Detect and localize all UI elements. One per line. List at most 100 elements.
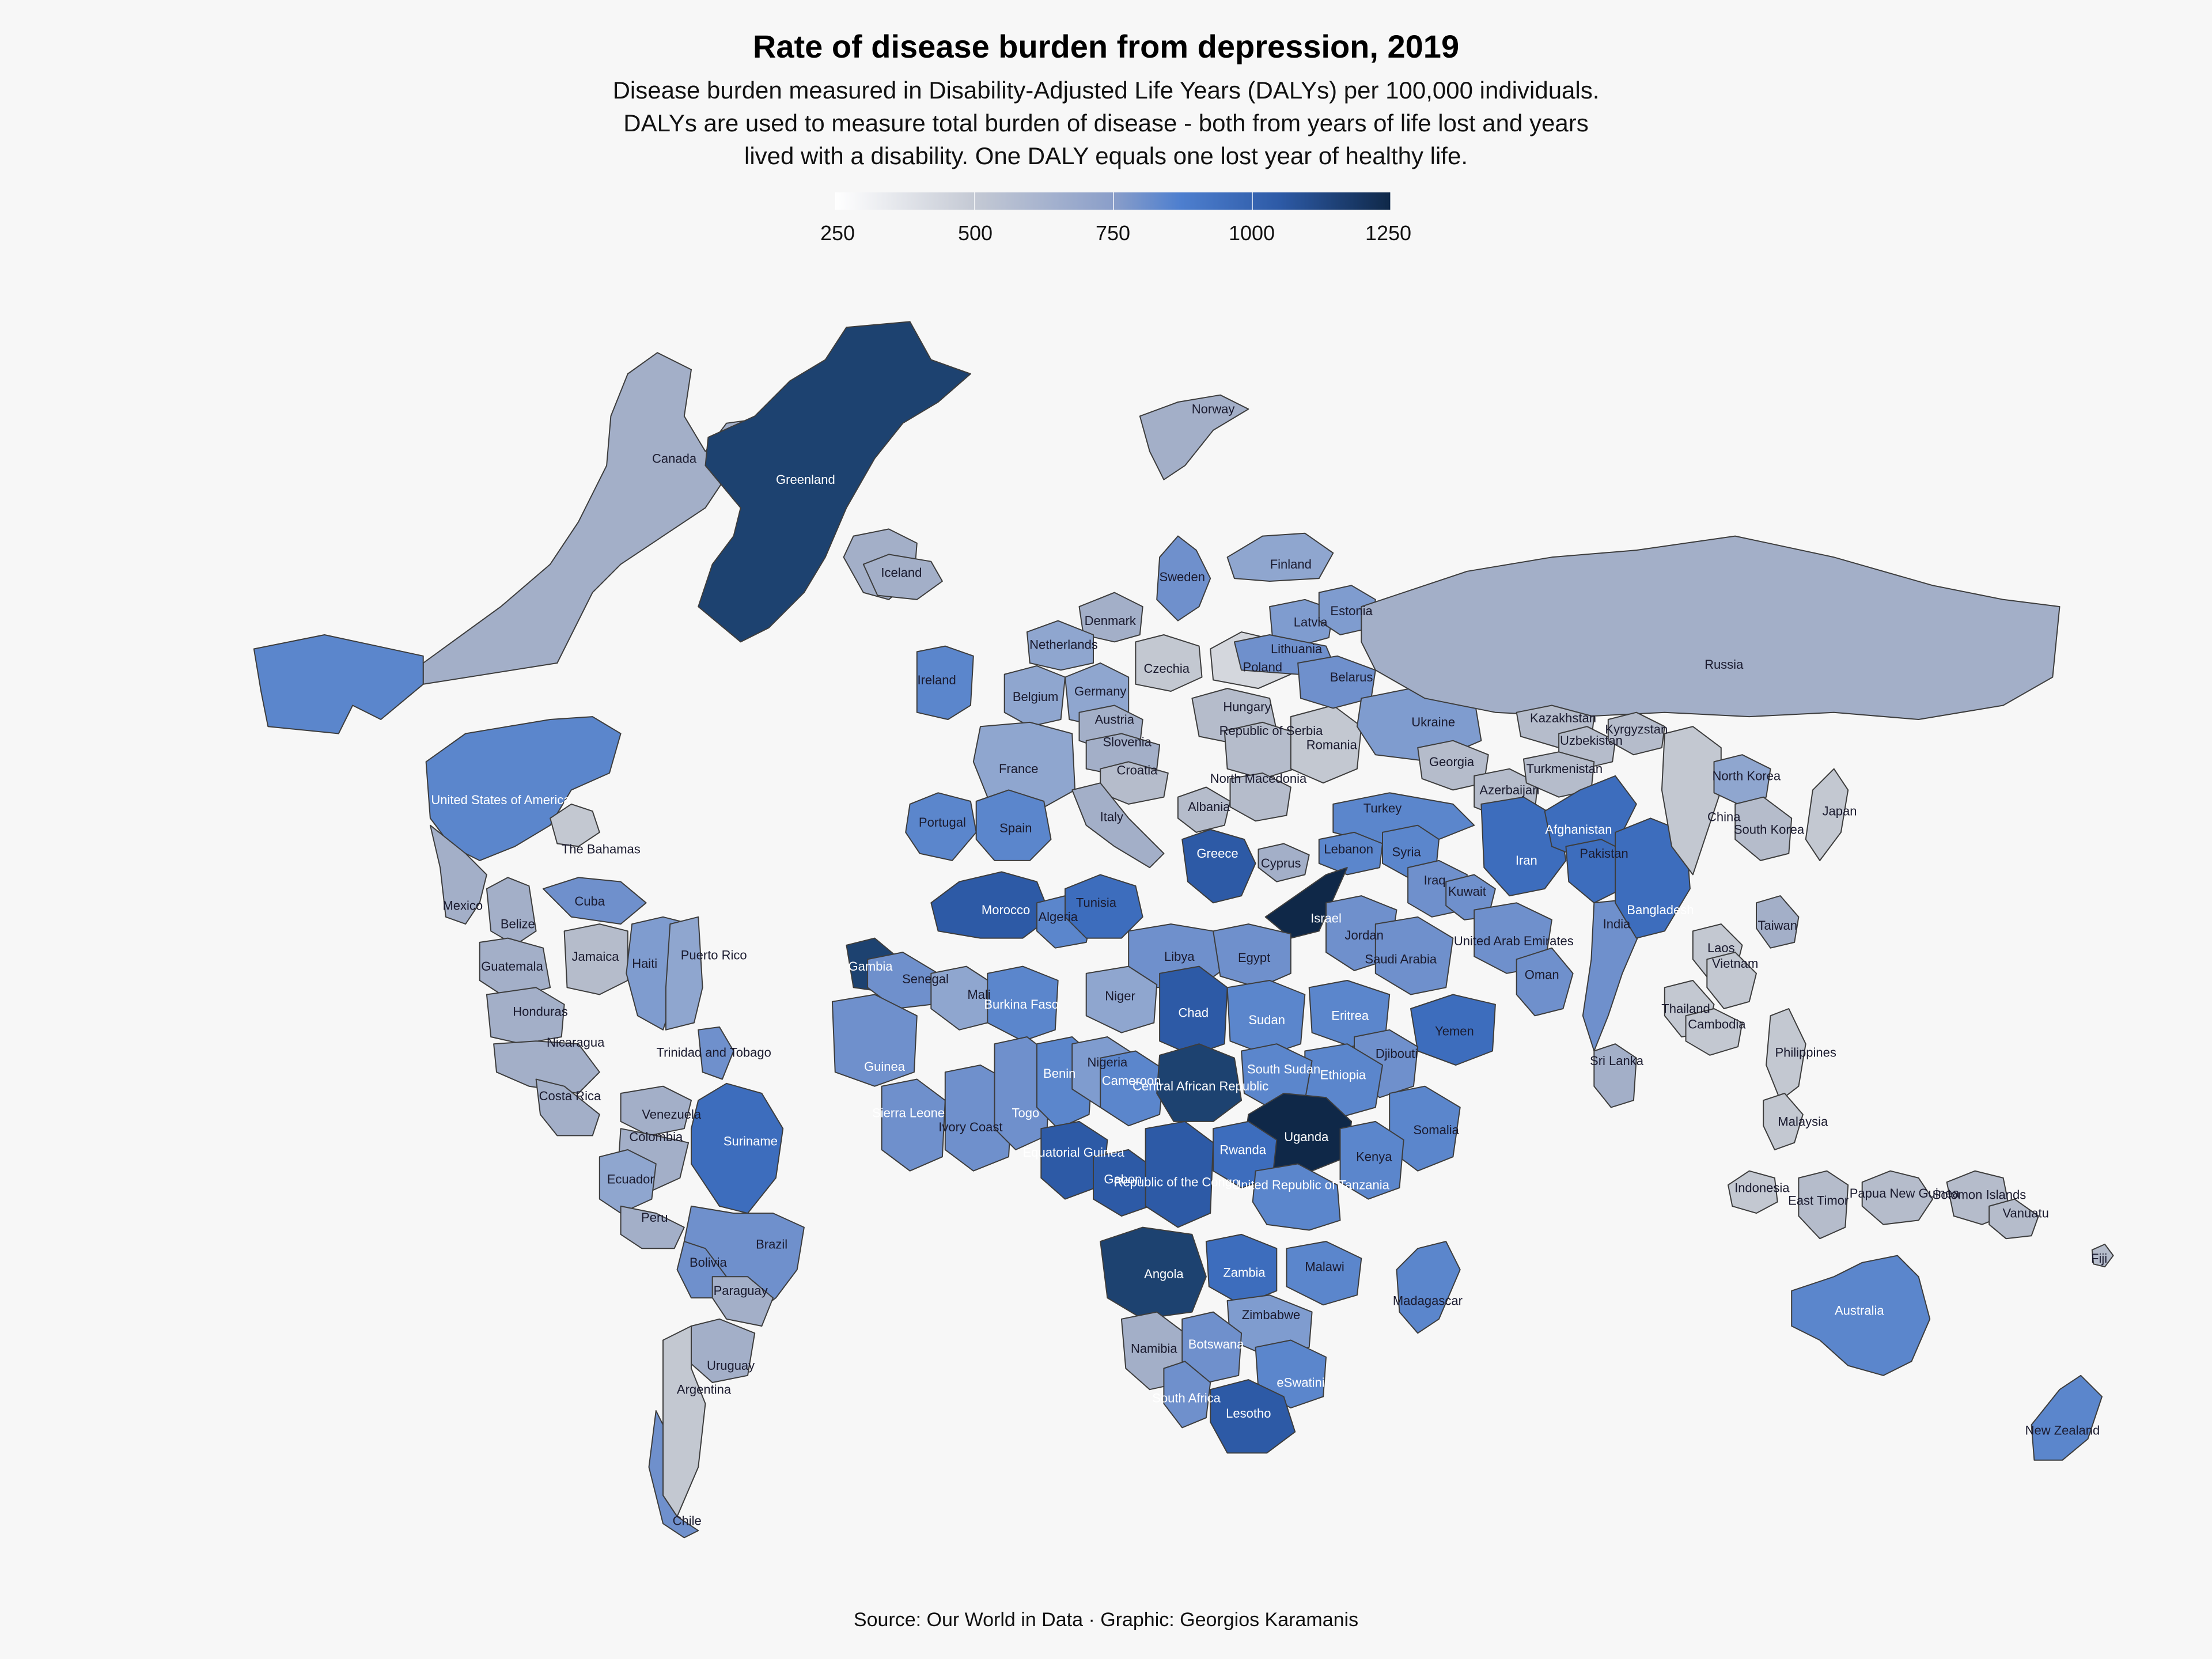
country-label-austria: Austria xyxy=(1094,712,1134,726)
country-shape xyxy=(1374,916,1454,995)
country-label-north-macedonia: North Macedonia xyxy=(1210,771,1307,786)
country-shape xyxy=(688,1318,756,1383)
country-label-nicaragua: Nicaragua xyxy=(547,1035,605,1050)
country-shape xyxy=(1766,1008,1806,1101)
country-label-slovenia: Slovenia xyxy=(1103,735,1152,749)
country-shape xyxy=(1229,772,1291,822)
country-china xyxy=(1661,726,1722,876)
country-label-north-korea: North Korea xyxy=(1712,768,1781,783)
country-label-morocco: Morocco xyxy=(982,903,1030,917)
country-label-somalia: Somalia xyxy=(1413,1123,1459,1137)
country-philippines xyxy=(1766,1008,1806,1101)
country-label-uganda: Uganda xyxy=(1284,1130,1329,1144)
country-shape xyxy=(1988,1198,2039,1240)
country-label-iran: Iran xyxy=(1516,853,1537,868)
country-sierra-leone xyxy=(881,1078,946,1172)
country-label-bangladesh: Bangladesh xyxy=(1627,903,1694,917)
legend-tick-mark xyxy=(1390,192,1391,210)
country-label-libya: Libya xyxy=(1164,949,1195,964)
country-republic-of-the-congo xyxy=(1145,1120,1214,1228)
country-shape xyxy=(1003,665,1066,728)
legend-tick-mark xyxy=(835,192,836,210)
country-lesotho xyxy=(1210,1379,1296,1454)
country-shape xyxy=(1607,711,1665,756)
country-label-united-republic-of-tanzania: United Republic of Tanzania xyxy=(1232,1178,1389,1192)
country-belize xyxy=(486,877,537,946)
country-shape xyxy=(2091,1244,2114,1268)
country-label-belize: Belize xyxy=(501,916,535,931)
country-portugal xyxy=(905,792,977,861)
chart-title: Rate of disease burden from depression, … xyxy=(752,28,1460,65)
country-niger xyxy=(1085,965,1158,1033)
country-shape xyxy=(1798,1170,1849,1240)
country-label-madagascar: Madagascar xyxy=(1393,1293,1463,1308)
country-label-portugal: Portugal xyxy=(919,815,966,830)
country-shape xyxy=(479,937,551,999)
country-albania xyxy=(1177,786,1231,833)
country-shape xyxy=(1861,1170,1934,1225)
country-shape xyxy=(916,645,974,720)
country-label-peru: Peru xyxy=(641,1210,668,1225)
country-label-turkey: Turkey xyxy=(1363,801,1402,816)
country-central-african-republic xyxy=(1156,1043,1243,1122)
country-label-brazil: Brazil xyxy=(756,1237,787,1251)
country-shape xyxy=(542,877,647,925)
country-uruguay xyxy=(688,1318,756,1383)
country-the-bahamas xyxy=(550,803,600,847)
country-shape xyxy=(831,994,918,1087)
color-legend: 250 500 750 1000 1250 xyxy=(820,192,1411,256)
country-label-burkina-faso: Burkina Faso xyxy=(984,997,1059,1012)
country-label-rwanda: Rwanda xyxy=(1219,1142,1266,1157)
country-shape xyxy=(429,824,487,925)
country-label-central-african-republic: Central African Republic xyxy=(1132,1079,1268,1093)
country-label-norway: Norway xyxy=(1192,402,1235,416)
legend-tick-label: 500 xyxy=(957,221,993,245)
country-indonesia xyxy=(1728,1170,1778,1214)
legend-tick-mark xyxy=(1252,192,1253,210)
country-label-paraguay: Paraguay xyxy=(714,1283,768,1298)
country-oman xyxy=(1516,947,1574,1017)
country-label-lesotho: Lesotho xyxy=(1226,1406,1271,1421)
country-shape xyxy=(1226,532,1334,582)
country-label-australia: Australia xyxy=(1835,1303,1884,1317)
country-label-solomon-islands: Solomon Islands xyxy=(1933,1188,2027,1202)
country-label-kyrgyzstan: Kyrgyzstan xyxy=(1605,722,1668,737)
country-zambia xyxy=(1205,1233,1278,1306)
country-shape xyxy=(1100,1050,1165,1127)
country-label-south-korea: South Korea xyxy=(1734,822,1805,836)
country-sweden xyxy=(1156,535,1211,622)
subtitle-line-2: DALYs are used to measure total burden o… xyxy=(623,109,1589,137)
country-label-afghanistan: Afghanistan xyxy=(1545,822,1612,836)
country-east-timor xyxy=(1798,1170,1849,1240)
country-label-uzbekistan: Uzbekistan xyxy=(1560,733,1623,748)
country-label-chad: Chad xyxy=(1179,1006,1209,1020)
country-label-bolivia: Bolivia xyxy=(690,1255,728,1270)
country-label-sudan: Sudan xyxy=(1248,1013,1285,1027)
country-label-belarus: Belarus xyxy=(1330,670,1373,684)
country-peru xyxy=(620,1205,685,1249)
country-shape xyxy=(535,1078,600,1137)
country-label-oman: Oman xyxy=(1525,968,1559,982)
country-suriname xyxy=(691,1082,784,1214)
country-label-kazakhstan: Kazakhstan xyxy=(1530,711,1596,725)
country-shape xyxy=(881,1078,946,1172)
country-shape xyxy=(1332,792,1475,844)
country-label-benin: Benin xyxy=(1043,1066,1075,1081)
country-kenya xyxy=(1339,1120,1404,1200)
country-shape xyxy=(691,1082,784,1214)
country-shape xyxy=(1286,1241,1362,1306)
country-shape xyxy=(493,1040,600,1094)
country-shape xyxy=(1805,768,1849,861)
country-shape xyxy=(425,716,622,861)
country-label-gabon: Gabon xyxy=(1104,1172,1142,1187)
country-czechia xyxy=(1135,634,1203,692)
country-label-greece: Greece xyxy=(1196,846,1238,861)
country-trinidad-and-tobago xyxy=(698,1026,734,1080)
country-honduras xyxy=(486,987,565,1045)
country-label-sierra-leone: Sierra Leone xyxy=(872,1106,945,1120)
country-shape xyxy=(698,1026,734,1080)
country-label-equatorial-guinea: Equatorial Guinea xyxy=(1023,1145,1125,1160)
country-label-ethiopia: Ethiopia xyxy=(1320,1068,1366,1082)
country-shape xyxy=(1252,1163,1341,1231)
country-shape xyxy=(1139,394,1249,480)
